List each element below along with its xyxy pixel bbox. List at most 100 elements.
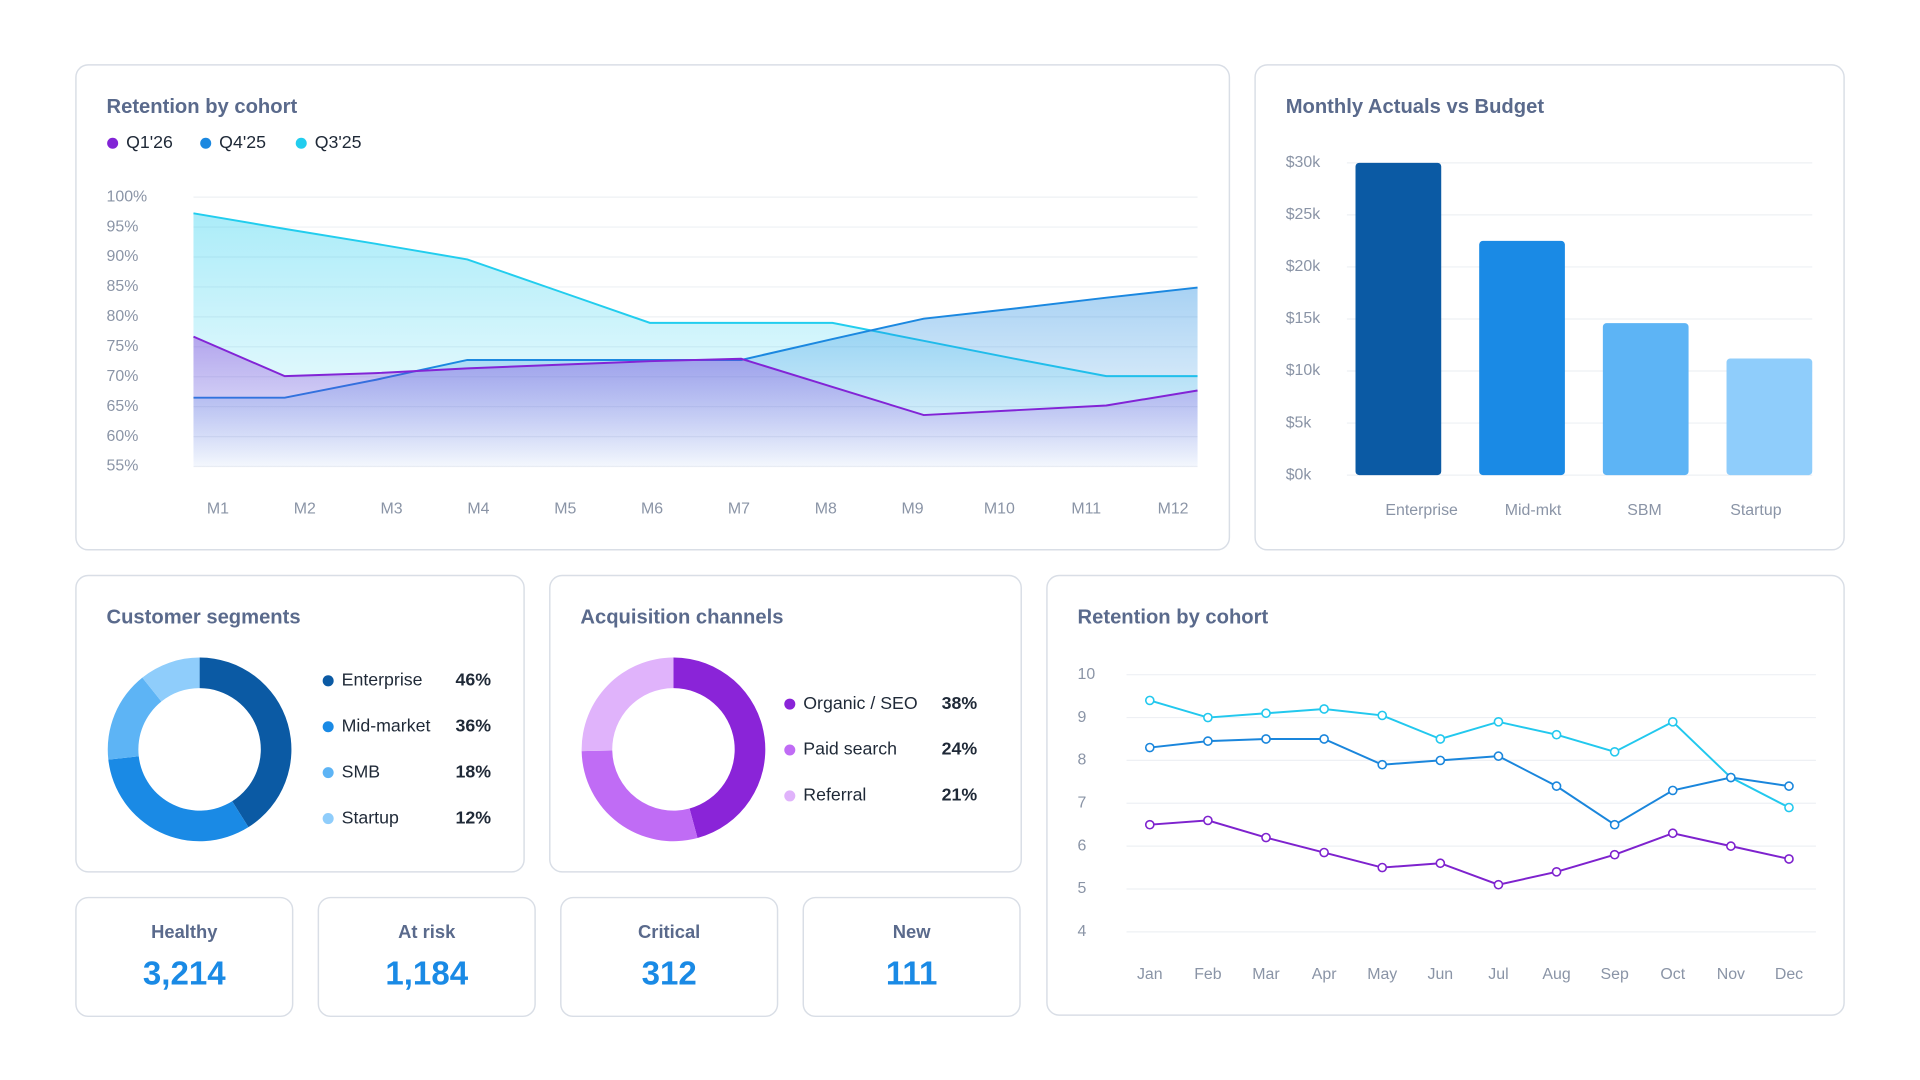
- chart-title: Acquisition channels: [580, 607, 783, 629]
- x-tick-label: Startup: [1730, 502, 1781, 519]
- chart-title: Retention by cohort: [1078, 607, 1269, 629]
- point: [1319, 847, 1329, 858]
- y-tick-label: $25k: [1286, 206, 1321, 223]
- point: [1667, 828, 1678, 839]
- x-tick-label: Jul: [1488, 966, 1508, 983]
- point: [1377, 862, 1388, 873]
- legend-marker: [200, 137, 212, 149]
- x-tick-label: Jan: [1137, 966, 1163, 983]
- bar: [1355, 162, 1442, 476]
- x-tick-label: Feb: [1194, 966, 1222, 983]
- y-tick-label: $30k: [1286, 154, 1321, 171]
- donut-slice: [142, 657, 200, 702]
- series-line: [1149, 699, 1790, 809]
- point: [1784, 854, 1794, 864]
- point: [1493, 879, 1504, 890]
- series-line: [1149, 738, 1790, 826]
- legend-marker: [295, 137, 307, 149]
- legend-marker: [322, 675, 334, 687]
- legend-label: Q1'26: [126, 132, 173, 152]
- y-tick-label: 65%: [107, 398, 139, 415]
- legend-marker: [784, 698, 796, 710]
- y-tick-label: $0k: [1286, 466, 1312, 483]
- legend-value: 12%: [455, 807, 491, 827]
- y-tick-label: 80%: [107, 308, 139, 325]
- legend-marker: [784, 744, 796, 756]
- legend-label: Q4'25: [219, 132, 266, 152]
- x-tick-label: Oct: [1660, 966, 1685, 983]
- y-tick-label: 5: [1078, 880, 1087, 897]
- legend-marker: [322, 767, 334, 779]
- y-tick-label: $10k: [1286, 362, 1321, 379]
- legend-value: 46%: [455, 670, 491, 690]
- point: [1319, 734, 1329, 744]
- legend-label: Q3'25: [315, 132, 362, 152]
- point: [1609, 747, 1620, 757]
- point: [1435, 755, 1446, 766]
- x-tick-label: Nov: [1717, 966, 1745, 983]
- point: [1609, 819, 1620, 830]
- x-tick-label: Dec: [1775, 966, 1803, 983]
- legend-value: 18%: [455, 761, 491, 781]
- x-tick-label: Apr: [1312, 966, 1337, 983]
- x-tick-label: M4: [467, 501, 489, 518]
- x-tick-label: Enterprise: [1385, 502, 1458, 519]
- card: [802, 896, 1021, 1018]
- legend-marker: [322, 813, 334, 825]
- x-tick-label: M10: [984, 501, 1015, 518]
- x-tick-label: M6: [641, 501, 663, 518]
- x-tick-label: Mar: [1252, 966, 1280, 983]
- kpi-label: Healthy: [151, 921, 218, 942]
- card: [75, 574, 525, 873]
- legend-label: Mid-market: [342, 715, 431, 735]
- y-tick-label: 60%: [107, 428, 139, 445]
- x-tick-label: M7: [728, 501, 750, 518]
- card: [560, 896, 779, 1018]
- x-tick-label: M9: [902, 501, 924, 518]
- series-line: [1149, 819, 1790, 886]
- y-tick-label: 8: [1078, 752, 1087, 769]
- x-tick-label: M5: [554, 501, 576, 518]
- y-tick-label: 9: [1078, 709, 1087, 726]
- y-tick-label: 55%: [107, 458, 139, 475]
- kpi-value: 312: [642, 956, 697, 993]
- kpi-label: Critical: [638, 921, 700, 942]
- chart-title: Monthly Actuals vs Budget: [1286, 96, 1545, 118]
- y-tick-label: 100%: [107, 188, 148, 205]
- point: [1784, 781, 1794, 791]
- donut-slice: [107, 677, 162, 760]
- point: [1144, 819, 1155, 830]
- y-tick-label: 90%: [107, 248, 139, 265]
- y-tick-label: $5k: [1286, 414, 1312, 431]
- point: [1144, 742, 1155, 753]
- y-tick-label: 95%: [107, 218, 139, 235]
- series-line: [193, 335, 1198, 417]
- chart-title: Retention by cohort: [107, 96, 298, 118]
- point: [1726, 841, 1736, 851]
- legend-value: 21%: [942, 785, 978, 805]
- y-tick-label: 70%: [107, 368, 139, 385]
- kpi-value: 1,184: [385, 956, 468, 993]
- chart-title: Customer segments: [107, 607, 301, 629]
- y-tick-label: $20k: [1286, 258, 1321, 275]
- point: [1435, 734, 1446, 744]
- y-tick-label: 4: [1078, 923, 1087, 940]
- card: [1046, 574, 1845, 1016]
- legend-value: 38%: [942, 693, 978, 713]
- x-tick-label: Jun: [1428, 966, 1454, 983]
- point: [1667, 717, 1678, 727]
- bar: [1602, 323, 1689, 476]
- x-tick-label: Mid-mkt: [1505, 502, 1562, 519]
- point: [1493, 751, 1504, 761]
- donut-slice: [581, 750, 698, 842]
- legend-label: Startup: [342, 807, 399, 827]
- kpi-value: 111: [886, 956, 938, 993]
- point: [1261, 708, 1271, 719]
- point: [1551, 781, 1562, 791]
- point: [1144, 695, 1155, 706]
- legend-value: 24%: [942, 739, 978, 759]
- kpi-value: 3,214: [143, 956, 226, 993]
